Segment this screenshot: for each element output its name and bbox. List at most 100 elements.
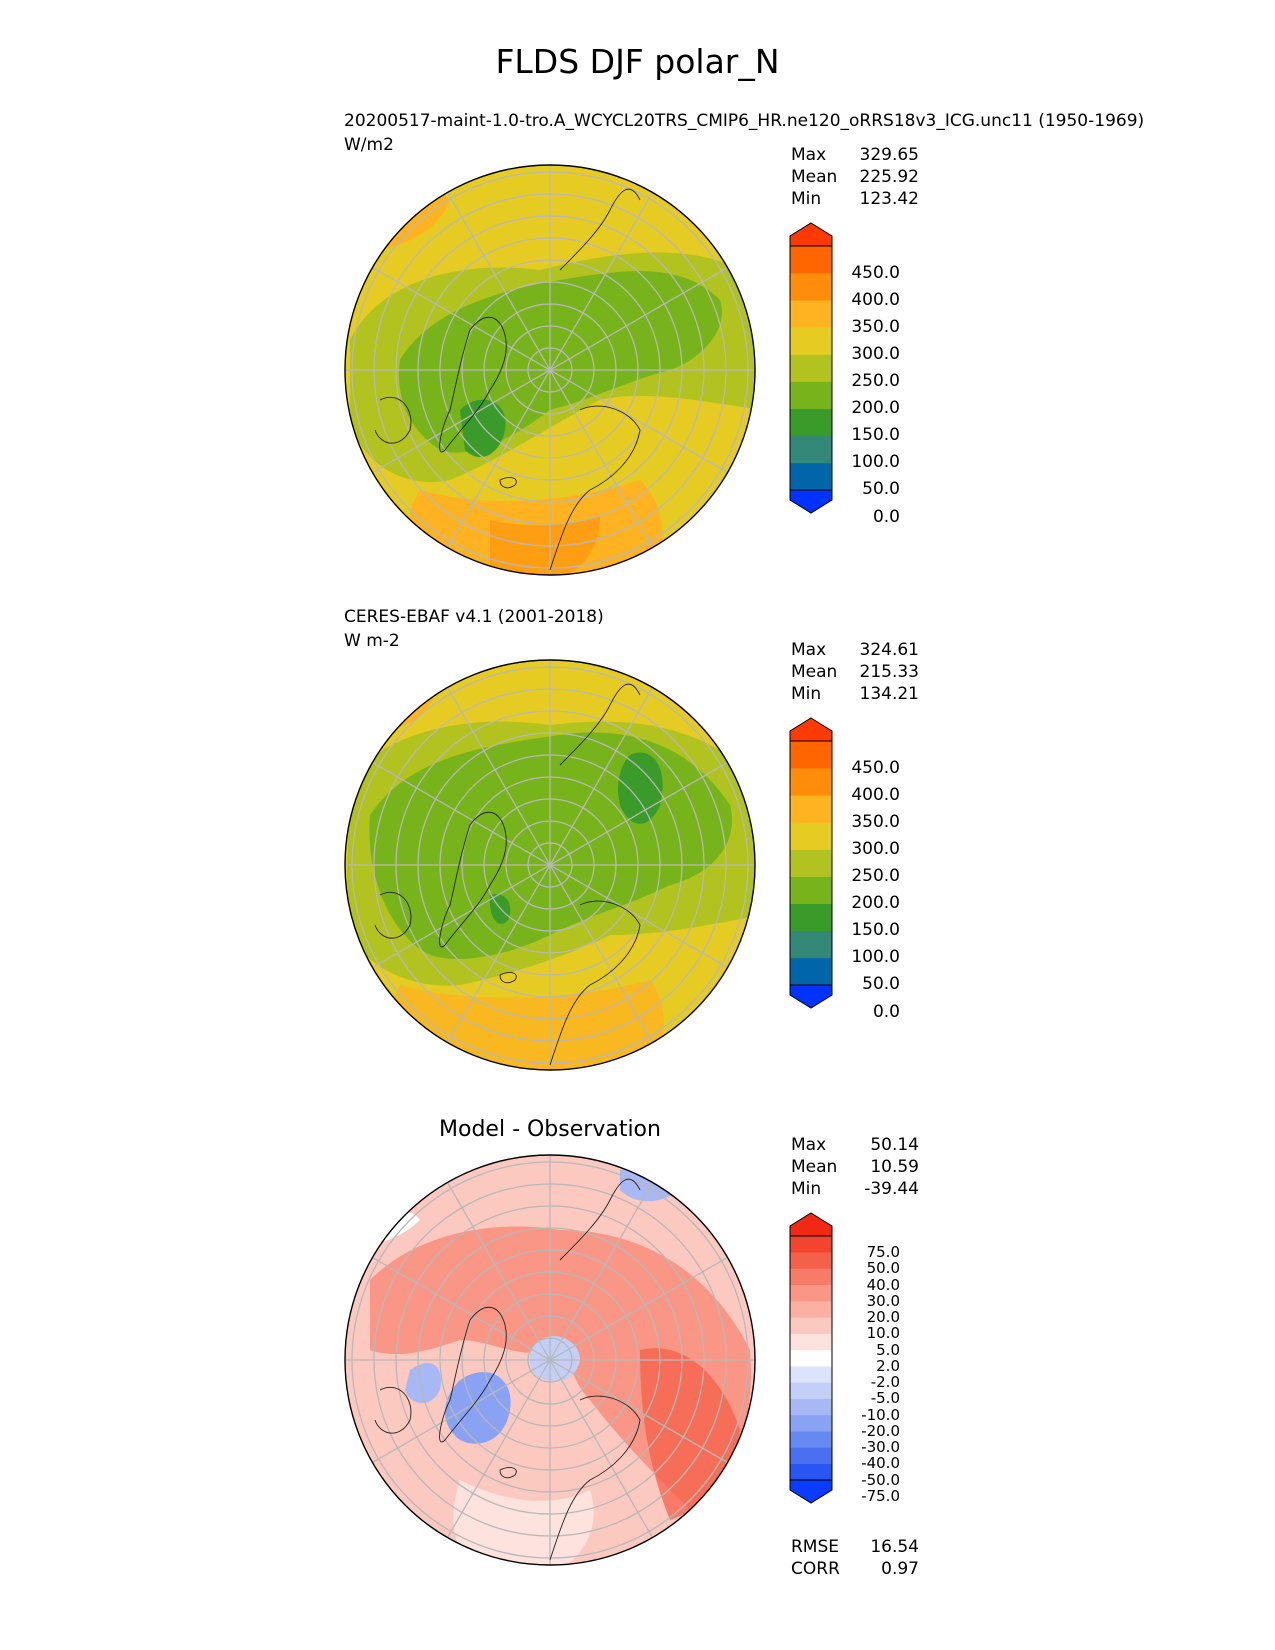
colorbar-segment <box>790 1284 832 1302</box>
stat-min: 123.42 <box>859 189 919 209</box>
stat-label: Min <box>791 189 822 209</box>
colorbar-segment <box>790 741 832 769</box>
colorbar-tick-label: 300.0 <box>851 343 900 364</box>
colorbar-tick-label: 40.0 <box>866 1275 900 1294</box>
colorbar-segment <box>790 246 832 274</box>
colorbar-tick-label: 150.0 <box>851 920 900 941</box>
stat-max: 324.61 <box>859 640 919 660</box>
figure-title: FLDS DJF polar_N <box>495 42 780 81</box>
colorbar-segment <box>790 1414 832 1432</box>
stat-label: Mean <box>791 167 838 187</box>
panel-test-units: W/m2 <box>344 135 394 155</box>
colorbar-segment <box>790 957 832 986</box>
stat-max: 329.65 <box>859 145 919 165</box>
colorbar-segment <box>790 903 832 932</box>
colorbar-tick-label: -40.0 <box>861 1454 900 1473</box>
colorbar-tick-label: -50.0 <box>861 1470 900 1489</box>
colorbar-upper-extend <box>789 717 833 742</box>
colorbar-segment <box>790 1382 832 1399</box>
colorbar-segments <box>789 1235 833 1481</box>
colorbar-tick-label: 200.0 <box>851 398 900 419</box>
colorbar-segment <box>790 1398 832 1416</box>
stat-min: 134.21 <box>859 684 919 704</box>
colorbar-tick-label: 300.0 <box>851 838 900 859</box>
colorbar-segment <box>790 381 832 409</box>
stat-min: -39.44 <box>864 1179 919 1199</box>
stat-label: Min <box>791 684 822 704</box>
colorbar-upper-extend <box>789 1212 833 1237</box>
colorbar-segment <box>790 1463 832 1481</box>
colorbar-tick-label: 400.0 <box>851 289 900 310</box>
colorbar-upper-extend <box>789 222 833 247</box>
colorbar-segment <box>790 273 832 301</box>
panel-diff-map <box>344 1154 756 1566</box>
stat-label: Max <box>791 1135 827 1155</box>
colorbar-tick-label: 150.0 <box>851 425 900 446</box>
colorbar-tick-label: -10.0 <box>861 1405 900 1424</box>
colorbar-tick-label: 450.0 <box>851 757 900 778</box>
colorbar-segment <box>790 327 832 355</box>
colorbar-tick-label: 0.0 <box>872 1001 900 1022</box>
colorbar-segment <box>790 795 832 823</box>
colorbar-segment <box>790 300 832 328</box>
colorbar-tick-label: 10.0 <box>866 1324 900 1343</box>
colorbar-tick-label: 350.0 <box>851 811 900 832</box>
colorbar-segment <box>790 1236 832 1253</box>
panel-ref-units: W m-2 <box>344 631 400 651</box>
stat-mean: 10.59 <box>870 1157 919 1177</box>
metric-label: CORR <box>791 1559 840 1579</box>
metric-corr: 0.97 <box>881 1559 919 1579</box>
stat-label: Mean <box>791 662 838 682</box>
colorbar-tick-label: 400.0 <box>851 784 900 805</box>
colorbar-tick-label: 50.0 <box>862 974 900 995</box>
colorbar-tick-label: 2.0 <box>876 1356 900 1375</box>
stat-label: Max <box>791 640 827 660</box>
panel-diff-metrics: RMSE 16.54 CORR 0.97 <box>791 1536 919 1580</box>
panel-diff-title: Model - Observation <box>439 1117 661 1142</box>
panel-test-map <box>344 164 756 576</box>
colorbar-segment <box>790 876 832 904</box>
colorbar-segment <box>790 1317 832 1334</box>
colorbar-tick-label: 75.0 <box>866 1242 900 1261</box>
metric-label: RMSE <box>791 1537 840 1557</box>
stat-label: Max <box>791 145 827 165</box>
colorbar-tick-label: 50.0 <box>862 479 900 500</box>
panel-diff-stats: Max 50.14 Mean 10.59 Min -39.44 <box>791 1134 919 1200</box>
colorbar-tick-label: 450.0 <box>851 262 900 283</box>
colorbar-segment <box>790 849 832 877</box>
colorbar-segment <box>790 462 832 491</box>
panel-ref-stats: Max 324.61 Mean 215.33 Min 134.21 <box>791 639 919 705</box>
panel-diff-colorbar <box>789 1212 833 1504</box>
colorbar-tick-label: 250.0 <box>851 866 900 886</box>
stat-max: 50.14 <box>870 1135 919 1155</box>
colorbar-tick-label: -5.0 <box>870 1389 900 1408</box>
colorbar-tick-label: 50.0 <box>866 1259 900 1278</box>
colorbar-tick-label: 5.0 <box>876 1340 900 1359</box>
colorbar-segment <box>790 1301 832 1318</box>
colorbar-tick-label: -20.0 <box>861 1421 900 1440</box>
colorbar-segment <box>790 1447 832 1465</box>
colorbar-segment <box>790 408 832 437</box>
colorbar-tick-label: 100.0 <box>851 947 900 968</box>
colorbar-tick-label: -2.0 <box>870 1373 900 1392</box>
colorbar-segment <box>790 768 832 796</box>
stat-label: Mean <box>791 1157 838 1177</box>
colorbar-lower-extend <box>789 489 833 514</box>
metric-rmse: 16.54 <box>870 1537 919 1557</box>
colorbar-segment <box>790 930 832 959</box>
colorbar-tick-label: -30.0 <box>861 1438 900 1457</box>
colorbar-segment <box>790 1366 832 1383</box>
colorbar-tick-label: 250.0 <box>851 371 900 391</box>
colorbar-lower-extend <box>789 984 833 1009</box>
colorbar-segment <box>790 1333 832 1351</box>
colorbar-segment <box>790 1252 832 1269</box>
colorbar-segment <box>790 435 832 464</box>
colorbar-lower-extend <box>789 1479 833 1504</box>
colorbar-segments <box>789 245 833 491</box>
panel-test-stats: Max 329.65 Mean 225.92 Min 123.42 <box>791 144 919 210</box>
colorbar-tick-label: 100.0 <box>851 452 900 473</box>
stat-mean: 225.92 <box>859 167 919 187</box>
panel-ref-colorbar <box>789 717 833 1009</box>
colorbar-segment <box>790 1431 832 1448</box>
colorbar-segment <box>790 1268 832 1286</box>
